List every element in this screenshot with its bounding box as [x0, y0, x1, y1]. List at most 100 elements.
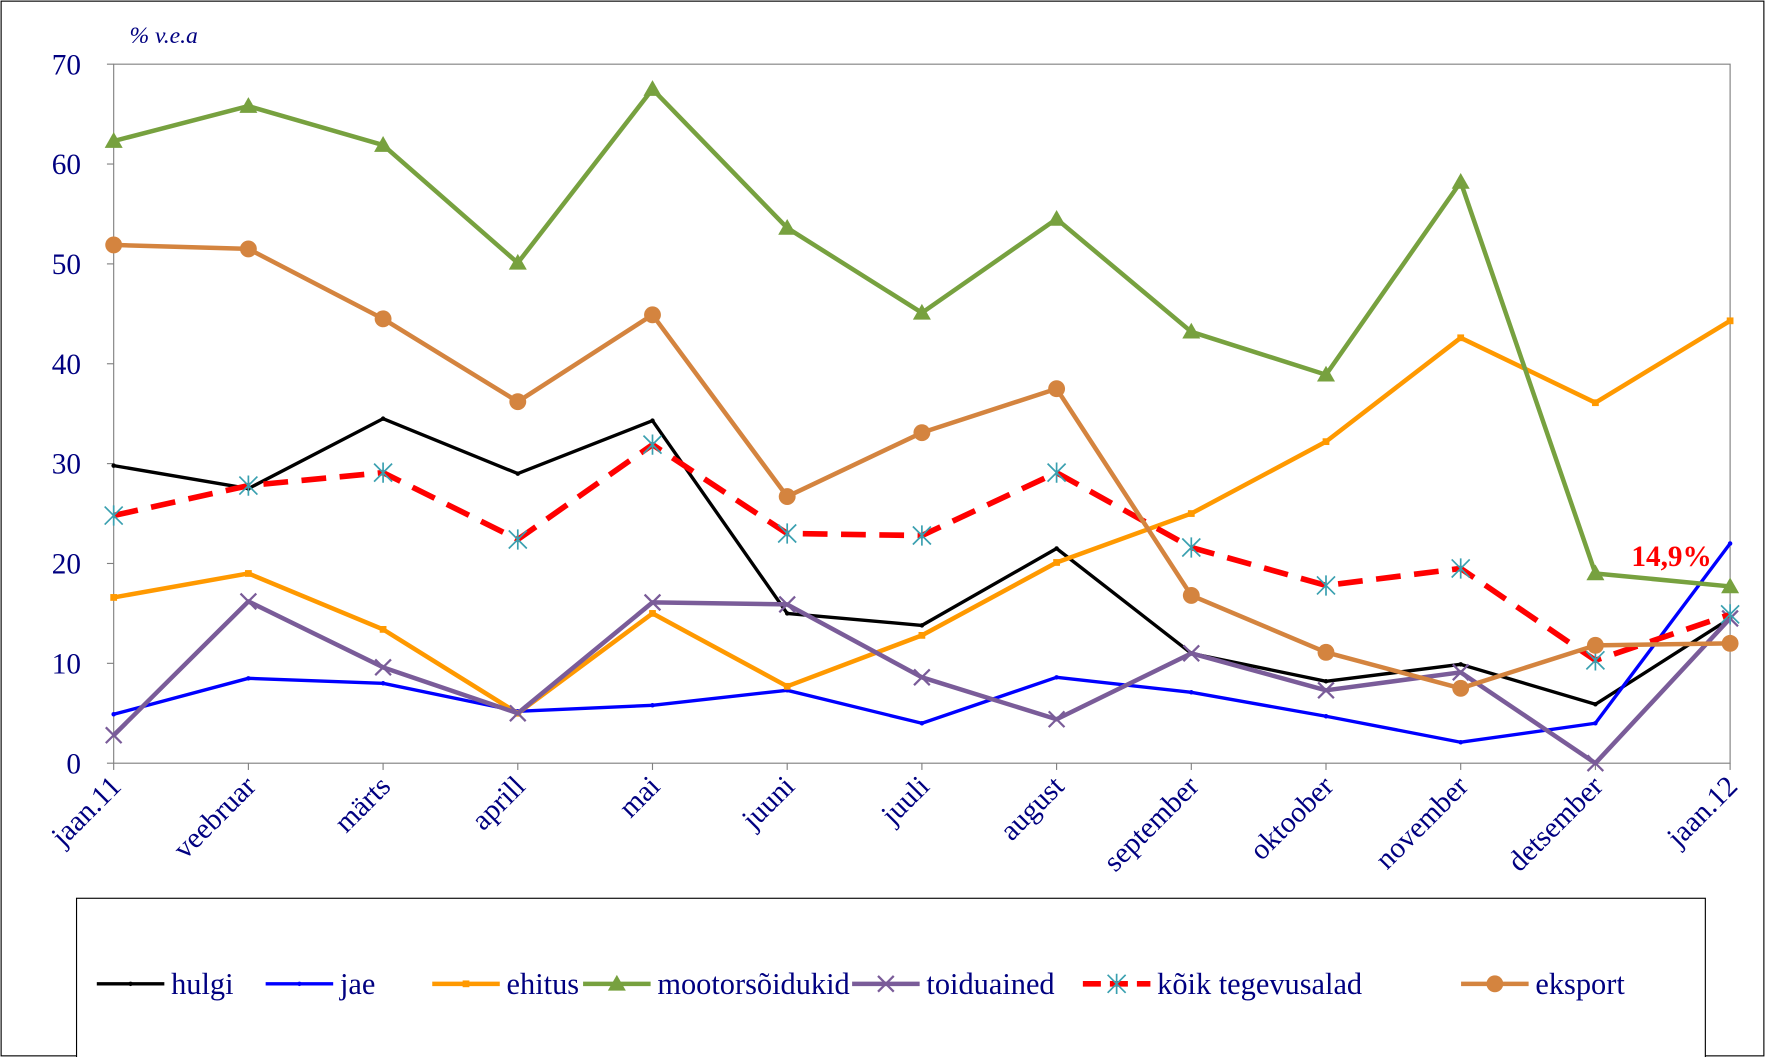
legend-label: jae — [339, 967, 375, 1001]
marker — [379, 626, 387, 633]
marker — [374, 658, 392, 677]
marker — [1721, 634, 1739, 652]
marker — [918, 631, 926, 639]
marker — [643, 593, 662, 612]
marker — [1047, 209, 1066, 226]
marker — [462, 980, 470, 988]
marker — [104, 505, 124, 526]
marker — [643, 80, 662, 96]
marker — [650, 418, 655, 423]
marker — [297, 981, 302, 987]
marker — [778, 595, 796, 614]
marker — [877, 975, 895, 993]
legend-box — [75, 897, 1706, 1057]
marker — [784, 611, 790, 616]
marker — [1046, 462, 1067, 483]
marker — [509, 704, 527, 722]
marker — [783, 682, 791, 690]
marker — [919, 721, 925, 726]
marker — [778, 218, 797, 235]
marker — [778, 488, 796, 506]
marker — [373, 462, 393, 483]
marker — [1586, 636, 1604, 654]
marker — [1182, 644, 1200, 663]
marker — [374, 310, 392, 328]
marker — [1452, 679, 1470, 697]
marker — [239, 592, 258, 611]
marker — [1187, 510, 1195, 517]
legend-label: eksport — [1535, 967, 1625, 1001]
marker — [642, 434, 663, 455]
marker — [508, 529, 528, 550]
marker — [1053, 559, 1060, 566]
y-tick-label: 60 — [52, 149, 81, 181]
marker — [1316, 365, 1336, 382]
marker — [777, 523, 797, 544]
marker — [1322, 438, 1330, 446]
marker — [1323, 714, 1329, 719]
y-tick-label: 70 — [52, 49, 81, 81]
marker — [111, 712, 116, 717]
y-tick-label: 0 — [66, 748, 81, 780]
marker — [239, 97, 258, 113]
marker — [1458, 739, 1463, 745]
y-tick-label: 50 — [52, 249, 81, 281]
marker — [1182, 586, 1200, 604]
marker — [1451, 173, 1470, 189]
marker — [607, 974, 626, 991]
y-tick-label: 10 — [52, 648, 81, 680]
marker — [509, 393, 527, 411]
marker — [1107, 973, 1127, 994]
legend-label: mootorsõidukid — [657, 967, 849, 1001]
unit-label: % v.e.a — [129, 23, 197, 49]
marker — [246, 676, 251, 681]
legend-label: hulgi — [171, 967, 233, 1001]
legend-label: ehitus — [507, 967, 580, 1001]
marker — [1720, 604, 1740, 625]
marker — [1593, 721, 1598, 726]
marker — [1486, 975, 1504, 993]
marker — [239, 240, 257, 258]
marker — [104, 132, 123, 148]
marker — [238, 475, 258, 496]
marker — [1189, 690, 1194, 695]
marker — [919, 623, 925, 628]
marker — [650, 703, 655, 708]
marker — [128, 981, 133, 987]
y-tick-label: 20 — [52, 549, 81, 581]
y-tick-label: 30 — [52, 449, 81, 481]
marker — [1586, 564, 1605, 581]
marker — [1458, 662, 1463, 667]
marker — [110, 594, 118, 601]
marker — [111, 463, 116, 468]
marker — [1586, 754, 1605, 772]
marker — [380, 416, 386, 421]
marker — [1317, 643, 1335, 661]
marker — [1593, 702, 1598, 707]
marker — [649, 610, 656, 617]
marker — [913, 424, 931, 442]
marker — [913, 668, 931, 686]
marker — [1457, 334, 1465, 342]
marker — [1592, 399, 1599, 407]
marker — [1451, 558, 1471, 579]
marker — [245, 570, 252, 577]
marker — [644, 306, 661, 324]
marker — [1726, 317, 1734, 325]
marker — [912, 303, 931, 320]
marker — [105, 236, 123, 254]
marker — [1323, 679, 1329, 684]
marker — [380, 681, 386, 686]
marker — [1316, 575, 1336, 596]
legend-label: kõik tegevusalad — [1157, 967, 1362, 1001]
y-tick-label: 40 — [52, 349, 81, 381]
marker — [912, 525, 932, 546]
marker — [1054, 675, 1059, 680]
marker — [1181, 537, 1201, 558]
marker — [374, 136, 393, 152]
marker — [1721, 577, 1740, 594]
legend-label: toiduained — [926, 967, 1054, 1001]
marker — [1054, 546, 1059, 551]
